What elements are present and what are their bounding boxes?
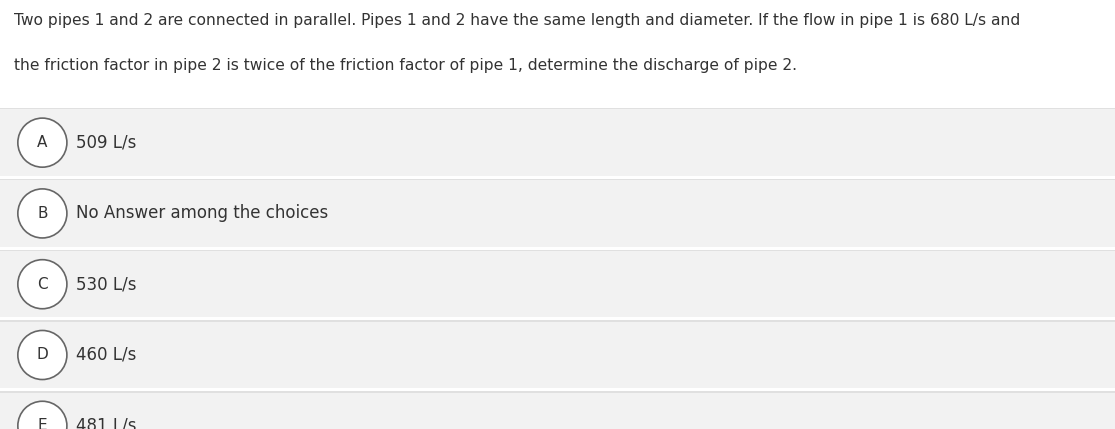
- Bar: [0, 108, 1115, 109]
- Ellipse shape: [18, 401, 67, 429]
- Bar: [0, 179, 1115, 180]
- Text: Two pipes 1 and 2 are connected in parallel. Pipes 1 and 2 have the same length : Two pipes 1 and 2 are connected in paral…: [14, 13, 1020, 28]
- Ellipse shape: [18, 260, 67, 309]
- Bar: [0, 251, 1115, 317]
- Bar: [0, 250, 1115, 251]
- Text: 481 L/s: 481 L/s: [76, 417, 136, 429]
- Text: 460 L/s: 460 L/s: [76, 346, 136, 364]
- Text: E: E: [38, 418, 47, 429]
- Ellipse shape: [18, 330, 67, 380]
- Bar: [0, 180, 1115, 247]
- Text: B: B: [37, 206, 48, 221]
- Text: C: C: [37, 277, 48, 292]
- Ellipse shape: [18, 118, 67, 167]
- Text: No Answer among the choices: No Answer among the choices: [76, 205, 328, 222]
- Text: 509 L/s: 509 L/s: [76, 134, 136, 151]
- Bar: [0, 109, 1115, 176]
- Text: 530 L/s: 530 L/s: [76, 275, 136, 293]
- Bar: [0, 393, 1115, 429]
- Bar: [0, 391, 1115, 393]
- Text: the friction factor in pipe 2 is twice of the friction factor of pipe 1, determi: the friction factor in pipe 2 is twice o…: [14, 58, 797, 73]
- Text: D: D: [37, 347, 48, 363]
- Ellipse shape: [18, 189, 67, 238]
- Text: A: A: [37, 135, 48, 150]
- Bar: [0, 320, 1115, 322]
- Bar: [0, 322, 1115, 388]
